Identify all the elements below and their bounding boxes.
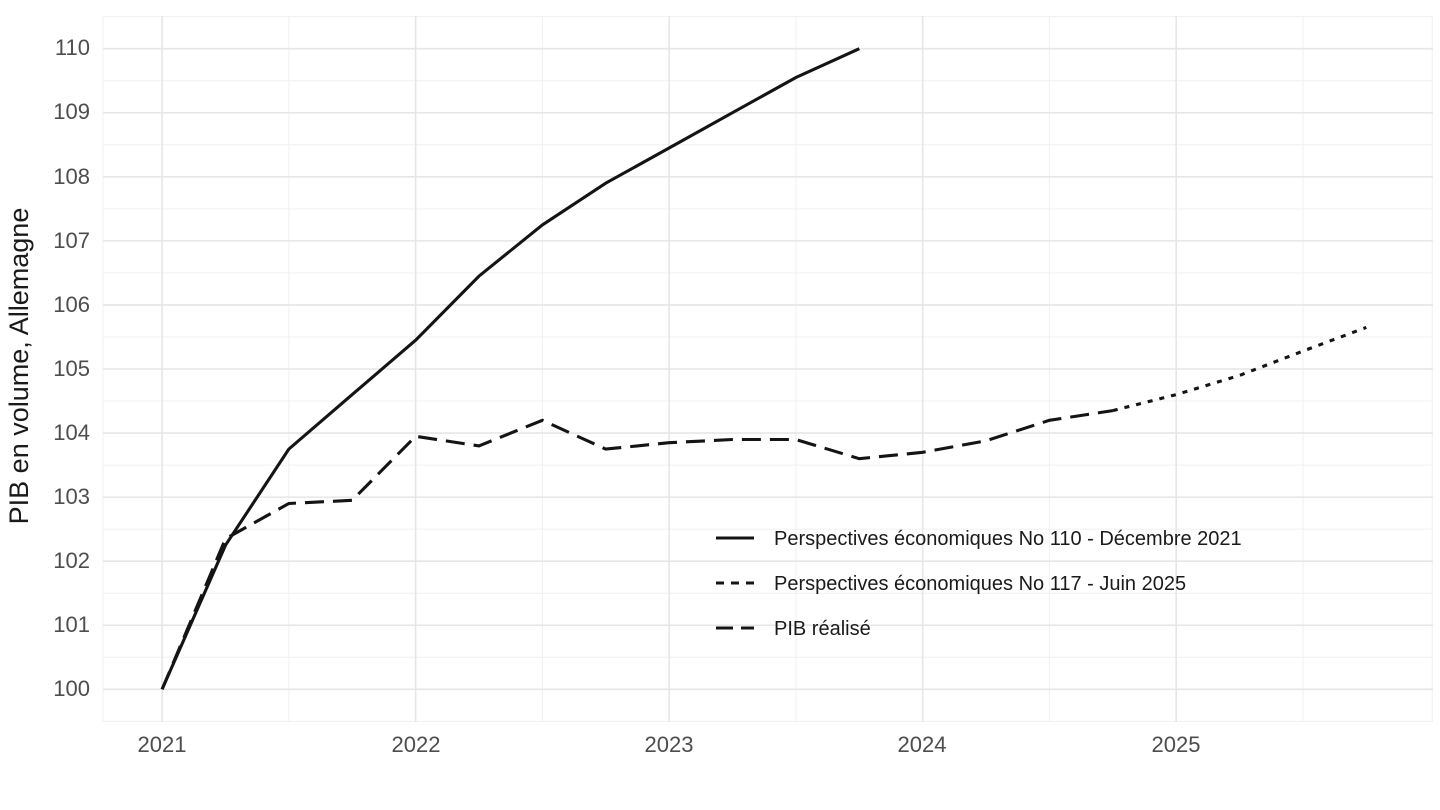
x-tick-2025: 2025 [1152,732,1201,757]
legend-label-realized-gdp: PIB réalisé [774,618,871,640]
y-axis-title: PIB en volume, Allemagne [4,208,34,525]
x-tick-2024: 2024 [898,732,947,757]
x-tick-2022: 2022 [392,732,441,757]
series-lines [160,47,1367,690]
y-tick-107: 107 [53,228,90,253]
y-tick-106: 106 [53,292,90,317]
y-tick-104: 104 [53,420,90,445]
y-tick-109: 109 [53,99,90,124]
gridlines [102,16,1433,722]
y-tick-108: 108 [53,164,90,189]
y-tick-100: 100 [53,676,90,701]
legend-label-forecast-110: Perspectives économiques No 110 - Décemb… [774,528,1242,550]
x-tick-2021: 2021 [138,732,187,757]
x-tick-2023: 2023 [645,732,694,757]
legend: Perspectives économiques No 110 - Décemb… [716,528,1242,640]
line-realized-gdp [160,409,1114,690]
y-tick-102: 102 [53,548,90,573]
line-forecast-no110 [160,47,860,690]
y-axis-tick-labels: 100 101 102 103 104 105 106 107 108 109 … [53,35,90,701]
y-tick-103: 103 [53,484,90,509]
y-tick-105: 105 [53,356,90,381]
x-axis-tick-labels: 2021 2022 2023 2024 2025 [138,732,1201,757]
y-tick-110: 110 [55,35,90,60]
legend-label-forecast-117: Perspectives économiques No 117 - Juin 2… [774,573,1186,595]
y-tick-101: 101 [53,612,90,637]
